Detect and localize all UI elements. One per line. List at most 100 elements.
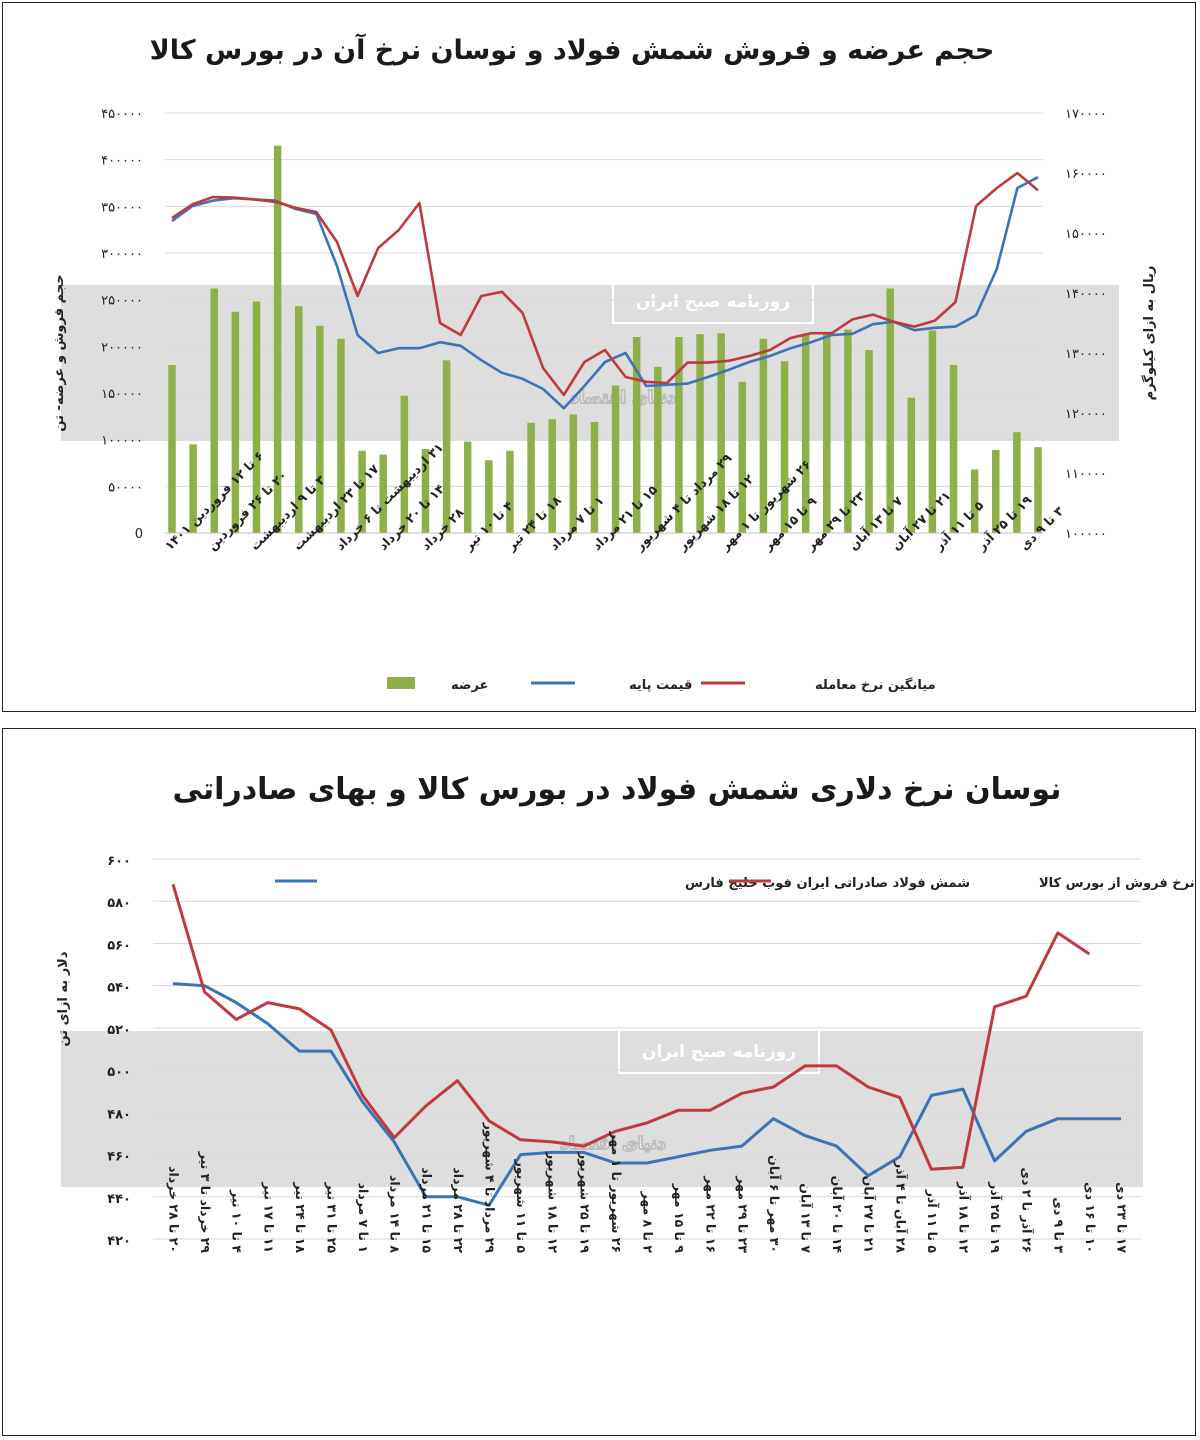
y-right-tick-label: ۱۱۰۰۰۰ [1065,467,1107,482]
supply-bar [780,361,789,533]
legend-label: میانگین نرخ معامله [815,677,936,693]
y-left-tick-label: ۱۵۰۰۰۰ [101,387,143,402]
y-tick-label: ۵۸۰ [107,896,131,911]
bourse-price-line [171,883,1091,1171]
supply-bar [294,306,303,533]
export-price-line [172,982,1121,1207]
x-tick-label: ۱۸ تا ۲۴ تیر [293,1181,308,1253]
y-tick-label: ۴۲۰ [107,1234,131,1249]
supply-bar [463,441,472,533]
supply-bar [273,145,282,533]
x-tick-label: ۲۲ تا ۲۸ مرداد [451,1167,466,1253]
x-tick-label: ۱۴ تا ۲۰ آبان [830,1176,845,1254]
supply-bar [823,332,831,533]
supply-bar [569,414,578,533]
watermark-brand-text: روزنامه صبح ایران [642,1042,796,1062]
supply-bar [696,334,704,533]
supply-bar [801,335,810,533]
watermark-brand-text: روزنامه صبح ایران [636,292,790,312]
supply-bar [1013,432,1021,533]
x-tick-label: ۱ تا ۷ مرداد [356,1183,371,1253]
x-tick-label: ۲۹ مرداد تا ۴ شهریور [483,1122,498,1254]
y-left-tick-label: ۳۰۰۰۰۰ [101,247,143,262]
dollar-chart-panel: روزنامه صبح ایران دنیای اقتصاد ۴۲۰ ۴۴۰ ۴۶۰ ۴… [2,728,1197,1436]
supply-bar [738,381,747,533]
supply-bar [970,469,979,533]
supply-bar [717,333,725,533]
supply-bar [485,460,493,533]
y-left-tick-label: ۲۰۰۰۰۰ [101,340,143,355]
x-tick-label: ۱۷ تا ۲۳ دی [1115,1182,1130,1253]
watermark-logo-text: دنیای اقتصاد [560,1134,666,1154]
y-tick-label: ۴۴۰ [107,1192,131,1207]
dollar-chart: روزنامه صبح ایران دنیای اقتصاد ۴۲۰ ۴۴۰ ۴۶۰ ۴… [56,772,1197,1254]
dollar-lines [171,883,1121,1207]
legend: شمش فولاد صادراتی ایران فوب خلیج فارس میا… [275,875,1197,891]
y-left-tick-label: ۱۰۰۰۰۰ [101,434,143,449]
y-tick-label: ۴۸۰ [107,1107,131,1122]
y-tick-label: ۵۲۰ [107,1023,131,1038]
supply-bar [337,338,345,533]
y-axis-left-label: حجم فروش و عرضه- تن [52,274,67,431]
supply-bar [189,444,197,533]
legend-label: شمش فولاد صادراتی ایران فوب خلیج فارس [685,876,970,891]
x-tick-label: ۲۱ تا ۲۷ آبان [862,1176,877,1253]
y-right-tick-label: ۱۷۰۰۰۰ [1065,107,1107,122]
chart-title: نوسان نرخ دلاری شمش فولاد در بورس کالا و… [173,772,1062,807]
supply-bar [506,450,514,533]
y-tick-label: ۵۶۰ [107,938,131,953]
y-right-tick-label: ۱۳۰۰۰۰ [1065,347,1107,362]
y-tick-label: ۵۰۰ [107,1065,131,1080]
y-left-tick-label: ۴۵۰۰۰۰ [101,107,143,122]
supply-bar [886,288,894,533]
legend-label: میانگین نرخ فروش از بورس کالا [1039,875,1197,891]
legend-label: عرضه [451,678,488,693]
y-left-tick-label: ۳۵۰۰۰۰ [101,200,143,215]
supply-bar [400,395,409,533]
supply-bar [632,337,641,533]
x-tick-label: ۲۵ تا ۳۱ تیر [325,1181,340,1253]
x-tick-label: ۱۲ تا ۱۸ آذر [957,1181,972,1253]
watermark-brand-box [618,1028,820,1074]
x-tick-label: ۲۹ خرداد تا ۳ تیر [198,1151,213,1254]
watermark: روزنامه صبح ایران دنیای اقتصاد [61,1028,1143,1187]
x-tick-label: ۸ تا ۱۴ مرداد [388,1175,403,1253]
x-tick-label: ۲۰ تا ۲۸ خرداد [167,1166,182,1253]
supply-bar [527,422,535,533]
supply-bars [168,145,1042,533]
watermark-band [61,285,1119,441]
supply-bar [231,311,240,533]
x-tick-label: ۴ تا ۱۰ تیر [230,1189,245,1253]
supply-bar [759,338,768,533]
supply-bar [442,360,451,533]
x-tick-label: ۱۱ تا ۱۷ تیر [261,1181,276,1253]
x-tick-label: ۱۶ تا ۲۲ مهر [704,1175,719,1253]
x-tick-label: ۲۶ آذر تا ۲ دی [1020,1168,1035,1253]
x-tick-label: ۱۰ تا ۱۶ دی [1083,1182,1098,1253]
supply-bar [421,449,430,533]
y-tick-label: ۶۰۰ [107,854,131,869]
watermark-brand-box [612,278,814,324]
x-tick-label: ۲۶ شهریور تا ۱ مهر [609,1130,624,1253]
supply-bar [358,450,366,533]
legend: عرضه قیمت پایه میانگین نرخ معامله [387,677,936,693]
supply-bar [844,329,852,533]
supply-bar [992,449,1000,533]
x-tick-label: ۵ تا ۱۱ آذر [925,1189,940,1254]
y-right-tick-label: ۱۰۰۰۰۰ [1065,527,1107,542]
avg-price-line [171,171,1039,397]
supply-bar [168,365,176,533]
x-tick-label: ۱۹ تا ۲۵ شهریور [577,1151,592,1253]
y-axis-right-label: ریال به ازای کیلوگرم [1141,266,1157,401]
x-tick-label: ۱۵ تا ۲۱ مرداد [419,1167,434,1253]
supply-bar [1034,447,1042,533]
supply-bar [949,365,958,533]
y-right-tick-label: ۱۵۰۰۰۰ [1065,227,1107,242]
supply-chart-panel: روزنامه صبح ایران دنیای اقتصاد 0 ۵۰۰۰۰ ۱۰۰۰… [2,2,1196,712]
y-left-tick-label: ۵۰۰۰۰ [108,480,143,495]
chart-title: حجم عرضه و فروش شمش فولاد و نوسان نرخ آن… [150,33,995,66]
supply-bar [548,419,556,533]
x-tick-label: ۲۸ آبان تا ۴ آذر [893,1160,908,1253]
y-right-tick-label: ۱۲۰۰۰۰ [1065,407,1107,422]
